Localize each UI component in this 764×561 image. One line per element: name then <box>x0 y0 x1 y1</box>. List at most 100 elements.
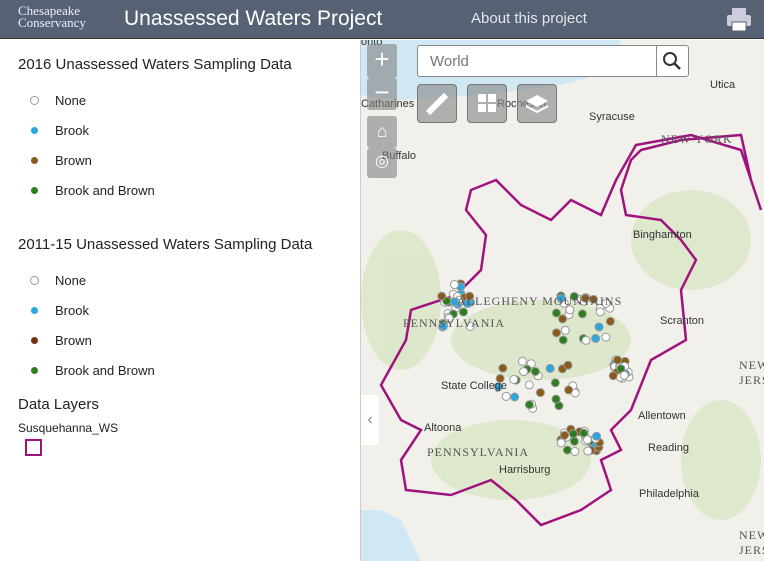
sample-point[interactable] <box>570 446 580 456</box>
sample-point[interactable] <box>619 370 629 380</box>
legend-item: Brown <box>30 333 92 348</box>
legend-item-label: Brown <box>55 153 92 168</box>
home-icon: ⌂ <box>376 121 388 141</box>
sample-point[interactable] <box>519 367 529 377</box>
map-label: Allentown <box>638 410 686 422</box>
sample-point[interactable] <box>592 431 602 441</box>
legend-item: None <box>30 273 86 288</box>
sample-point[interactable] <box>583 446 593 456</box>
zoom-out-button[interactable]: − <box>367 78 397 110</box>
sample-point[interactable] <box>524 380 534 390</box>
sample-point[interactable] <box>493 382 503 392</box>
about-link[interactable]: About this project <box>471 10 587 27</box>
legend-dot-icon <box>30 306 39 315</box>
legend-item: Brook <box>30 303 89 318</box>
layer-swatch <box>25 439 42 456</box>
legend-dot-icon <box>30 156 39 165</box>
sample-point[interactable] <box>552 328 562 338</box>
sample-point[interactable] <box>582 435 592 445</box>
sample-point[interactable] <box>558 314 568 324</box>
sample-point[interactable] <box>530 366 540 376</box>
sample-point[interactable] <box>438 321 448 331</box>
sample-point[interactable] <box>563 360 573 370</box>
legend-sidebar: 2016 Unassessed Waters Sampling Data None… <box>0 40 361 561</box>
sample-point[interactable] <box>577 309 587 319</box>
sample-point[interactable] <box>517 356 527 366</box>
legend-dot-icon <box>30 336 39 345</box>
zoom-in-button[interactable]: + <box>367 44 397 78</box>
legend-dot-icon <box>30 276 39 285</box>
map-basemap <box>361 40 763 561</box>
legend-dot-icon <box>30 96 39 105</box>
legend-item: Brown <box>30 153 92 168</box>
sample-point[interactable] <box>591 333 601 343</box>
map-label: Philadelphia <box>639 488 699 500</box>
basemap-gallery-button[interactable] <box>467 84 507 123</box>
susquehanna-watershed-boundary <box>379 133 763 527</box>
map-label: NEW YORK <box>661 132 733 146</box>
sample-point[interactable] <box>556 438 566 448</box>
legend-dot-icon <box>30 366 39 375</box>
legend-dot-icon <box>30 126 39 135</box>
sample-point[interactable] <box>556 293 566 303</box>
sample-point[interactable] <box>594 322 604 332</box>
measure-button[interactable] <box>417 84 457 123</box>
sample-point[interactable] <box>579 428 589 438</box>
home-button[interactable]: ⌂ <box>367 116 397 148</box>
sample-point[interactable] <box>444 313 454 323</box>
sample-point[interactable] <box>569 291 579 301</box>
sample-point[interactable] <box>550 378 560 388</box>
sample-point[interactable] <box>509 375 519 385</box>
map-label: Harrisburg <box>499 464 551 476</box>
sample-point[interactable] <box>608 371 618 381</box>
sample-point[interactable] <box>568 429 578 439</box>
sample-point[interactable] <box>588 294 598 304</box>
legend-item-label: Brook <box>55 303 89 318</box>
sample-point[interactable] <box>498 363 508 373</box>
sample-point[interactable] <box>450 280 460 290</box>
sample-point[interactable] <box>524 400 534 410</box>
sample-point[interactable] <box>450 297 460 307</box>
sample-point[interactable] <box>601 332 611 342</box>
sample-point[interactable] <box>601 298 611 308</box>
app-header: Chesapeake Conservancy Unassessed Waters … <box>0 0 764 39</box>
sample-point[interactable] <box>545 363 555 373</box>
sample-point[interactable] <box>565 305 575 315</box>
sample-point[interactable] <box>569 436 579 446</box>
sample-point[interactable] <box>501 391 511 401</box>
sample-point[interactable] <box>564 385 574 395</box>
search-icon <box>663 52 681 70</box>
sample-point[interactable] <box>437 291 447 301</box>
sample-point[interactable] <box>551 308 561 318</box>
sample-point[interactable] <box>595 307 605 317</box>
collapse-sidebar-button[interactable]: ‹ <box>361 395 379 445</box>
legend-item: Brook and Brown <box>30 363 155 378</box>
layers-button[interactable] <box>517 84 557 123</box>
search-input[interactable] <box>418 46 658 77</box>
sample-point[interactable] <box>581 335 591 345</box>
sample-point[interactable] <box>558 335 568 345</box>
printer-icon[interactable] <box>726 6 752 32</box>
map-label: PENNSYLVANIA <box>403 316 506 330</box>
sample-point[interactable] <box>613 355 623 365</box>
sample-point[interactable] <box>510 392 520 402</box>
legend-item-label: Brook and Brown <box>55 363 155 378</box>
sample-point[interactable] <box>560 430 570 440</box>
chesapeake-conservancy-logo[interactable]: Chesapeake Conservancy <box>18 3 86 30</box>
sample-point[interactable] <box>551 394 561 404</box>
search-button[interactable] <box>656 46 688 76</box>
map-label: Syracuse <box>589 111 635 123</box>
sample-point[interactable] <box>458 307 468 317</box>
legend-item-label: Brook <box>55 123 89 138</box>
locate-button[interactable]: ◎ <box>367 148 397 178</box>
sample-point[interactable] <box>605 316 615 326</box>
map-view[interactable]: ontoCatharinesRochesterSyracuseUticaBuff… <box>361 40 764 561</box>
app-title: Unassessed Waters Project <box>124 7 383 30</box>
sample-point[interactable] <box>465 291 475 301</box>
sample-point[interactable] <box>535 388 545 398</box>
sample-point[interactable] <box>560 325 570 335</box>
sample-point[interactable] <box>562 445 572 455</box>
sample-point[interactable] <box>495 373 505 383</box>
data-layers-title: Data Layers <box>18 396 99 413</box>
sample-point[interactable] <box>465 321 475 331</box>
